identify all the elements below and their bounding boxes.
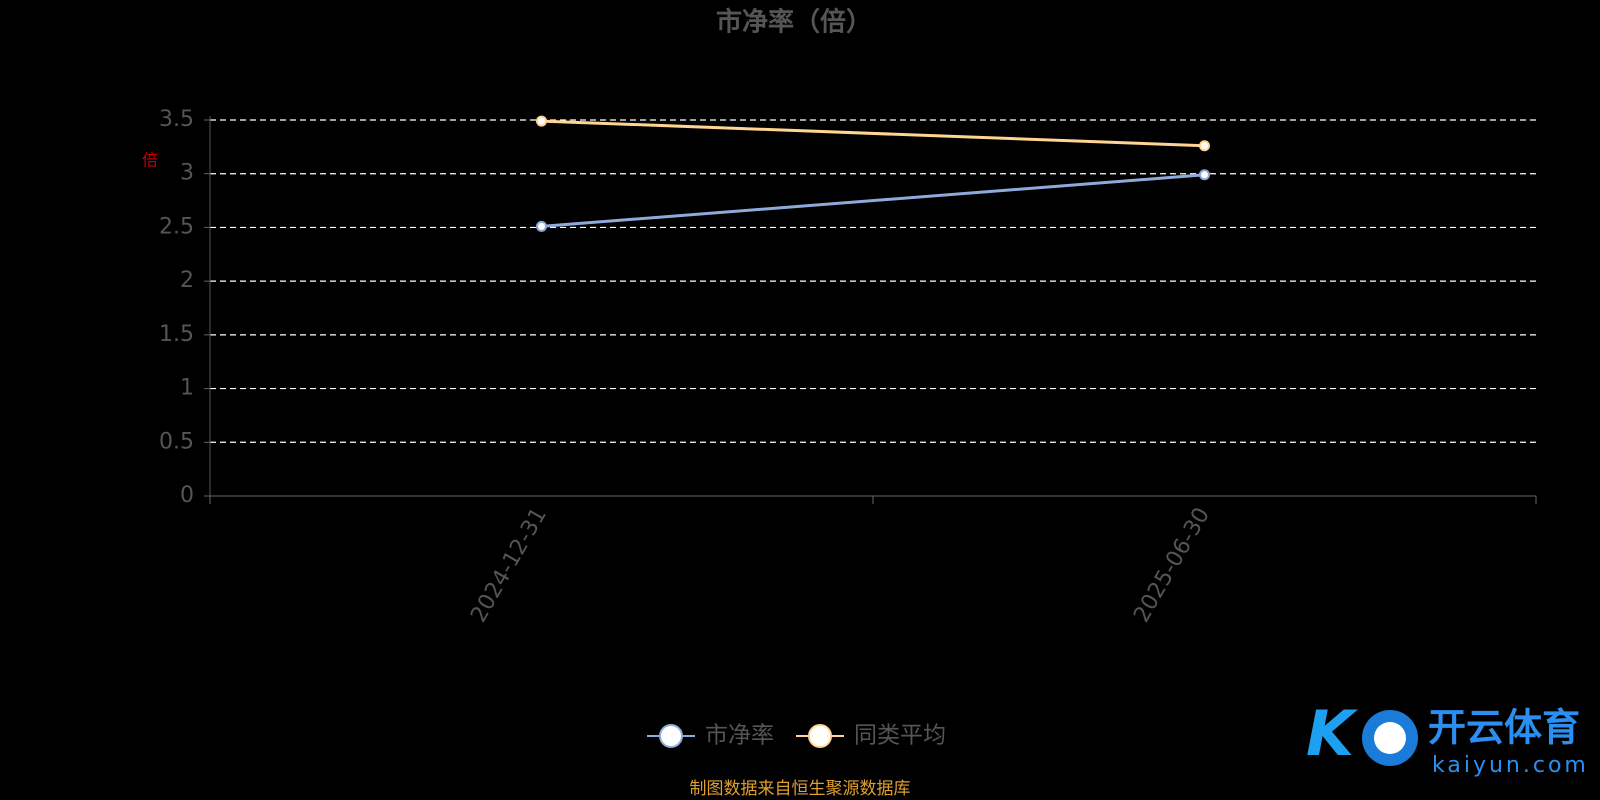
y-tick-label: 0.5	[159, 429, 194, 454]
chart-title: 市净率（倍）	[716, 7, 872, 38]
legend-marker	[808, 724, 832, 748]
data-point	[536, 220, 547, 232]
data-point	[1199, 140, 1210, 152]
source-note: 制图数据来自恒生聚源数据库	[690, 779, 911, 799]
legend-label: 市净率	[705, 723, 774, 749]
watermark-name: 开云体育	[1428, 706, 1580, 750]
y-tick-label: 3	[180, 161, 194, 186]
watermark: K 开云体育 kaiyun.com	[1306, 697, 1589, 778]
legend-item: 市净率	[647, 723, 774, 749]
y-tick-label: 3.5	[159, 107, 194, 132]
series-line	[541, 119, 1205, 148]
y-tick-label: 1	[180, 376, 194, 401]
series-line	[541, 173, 1205, 228]
y-tick-label: 0	[180, 483, 194, 508]
y-tick-label: 1.5	[159, 322, 194, 347]
legend-item: 同类平均	[796, 723, 946, 749]
y-tick-label: 2	[180, 268, 194, 293]
logo-letter: K	[1306, 697, 1358, 770]
data-point	[536, 115, 547, 127]
watermark-site: kaiyun.com	[1432, 753, 1589, 778]
logo-ball	[1374, 722, 1406, 754]
legend-marker	[659, 724, 683, 748]
y-axis-label: 倍	[142, 151, 158, 170]
legend-label: 同类平均	[854, 723, 946, 749]
data-point	[1199, 169, 1210, 181]
y-tick-label: 2.5	[159, 214, 194, 239]
